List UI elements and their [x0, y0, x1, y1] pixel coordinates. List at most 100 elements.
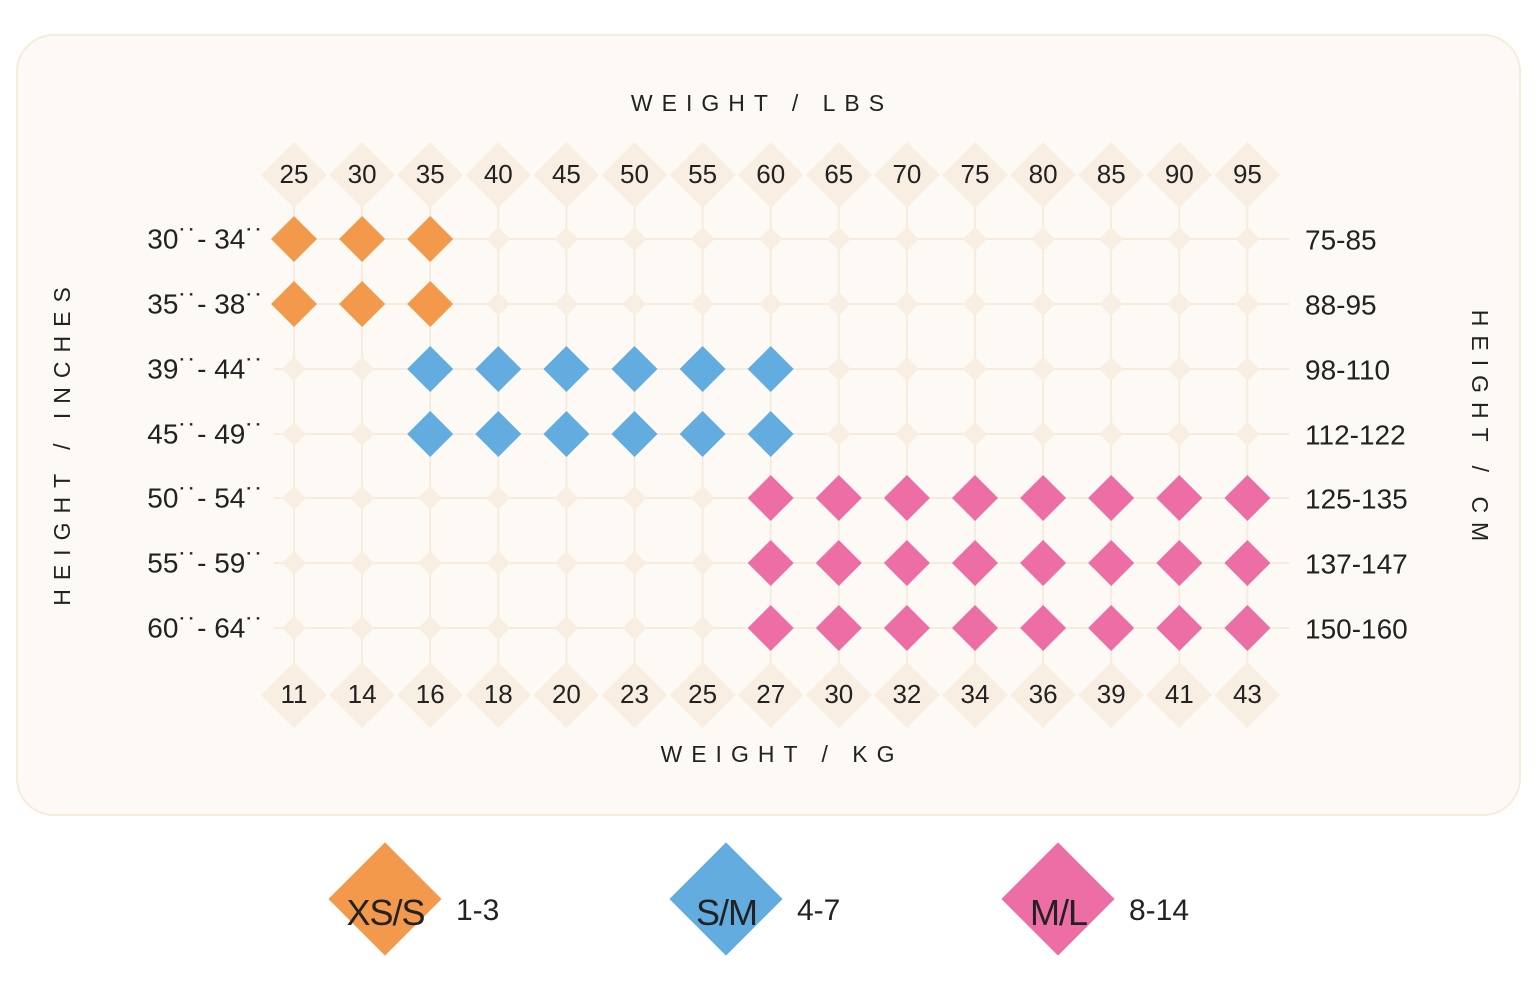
size-cell-m-l: [1020, 475, 1067, 521]
kg-tick-label: 14: [348, 679, 377, 709]
height-cm-label: 88-95: [1305, 289, 1377, 320]
height-cm-label: 137-147: [1305, 548, 1408, 579]
size-cell-s-m: [543, 411, 590, 457]
lbs-tick-label: 40: [484, 159, 513, 189]
size-cell-xs-s: [271, 281, 317, 327]
legend-range-s-m: 4-7: [797, 894, 841, 927]
kg-tick-label: 34: [961, 679, 990, 709]
size-cell-s-m: [679, 346, 726, 392]
empty-cell-marker: [282, 551, 306, 575]
empty-cell-marker: [1031, 292, 1056, 316]
empty-cell-marker: [1031, 422, 1056, 446]
kg-tick-label: 39: [1097, 679, 1126, 709]
empty-cell-marker: [1235, 292, 1260, 316]
lbs-tick-label: 80: [1029, 159, 1058, 189]
kg-tick-marker: [942, 662, 1008, 728]
size-cell-s-m: [611, 411, 658, 457]
empty-cell-marker: [350, 422, 375, 446]
kg-tick-label: 43: [1233, 679, 1262, 709]
size-cell-xs-s: [271, 216, 317, 262]
kg-tick-marker: [533, 662, 600, 728]
size-cell-m-l: [883, 540, 930, 586]
empty-cell-marker: [418, 486, 443, 510]
empty-cell-marker: [894, 227, 919, 251]
empty-cell-marker: [1167, 292, 1192, 316]
empty-cell-marker: [1099, 292, 1124, 316]
kg-tick-label: 20: [552, 679, 581, 709]
empty-cell-marker: [486, 616, 511, 640]
size-cell-m-l: [883, 475, 930, 521]
empty-cell-marker: [350, 357, 375, 381]
empty-cell-marker: [282, 422, 306, 446]
height-inches-label: 35˙˙- 38˙˙: [147, 288, 264, 319]
lbs-tick-label: 45: [552, 159, 581, 189]
lbs-tick-marker: [465, 142, 532, 208]
kg-tick-marker: [805, 662, 872, 728]
height-inches-label: 30˙˙- 34˙˙: [147, 223, 264, 254]
height-inches-label: 39˙˙- 44˙˙: [147, 353, 264, 384]
size-cell-m-l: [747, 475, 794, 521]
lbs-tick-marker: [1010, 142, 1077, 208]
lbs-tick-marker: [873, 142, 940, 208]
empty-cell-marker: [826, 292, 851, 316]
size-cell-m-l: [1020, 605, 1067, 651]
size-cell-s-m: [475, 346, 522, 392]
size-cell-m-l: [1224, 475, 1271, 521]
empty-cell-marker: [1099, 227, 1124, 251]
kg-tick-marker: [1146, 662, 1213, 728]
empty-cell-marker: [758, 227, 783, 251]
height-inches-label: 55˙˙- 59˙˙: [147, 547, 264, 578]
size-cell-m-l: [952, 540, 998, 586]
size-cell-m-l: [1156, 605, 1203, 651]
size-cell-m-l: [1088, 605, 1135, 651]
size-cell-m-l: [815, 475, 862, 521]
lbs-tick-label: 65: [824, 159, 853, 189]
legend-range-m-l: 8-14: [1129, 894, 1190, 927]
size-cell-s-m: [407, 346, 454, 392]
empty-cell-marker: [1099, 357, 1124, 381]
legend-code-s-m: S/M: [695, 892, 758, 933]
empty-cell-marker: [1099, 422, 1124, 446]
empty-cell-marker: [690, 486, 715, 510]
empty-cell-marker: [622, 551, 647, 575]
empty-cell-marker: [282, 357, 306, 381]
lbs-tick-marker: [805, 142, 872, 208]
size-cell-xs-s: [407, 216, 454, 262]
empty-cell-marker: [350, 616, 375, 640]
lbs-tick-label: 75: [961, 159, 990, 189]
height-inches-label: 45˙˙- 49˙˙: [147, 418, 264, 449]
size-cell-m-l: [1088, 475, 1135, 521]
size-cell-s-m: [747, 346, 794, 392]
size-cell-m-l: [1020, 540, 1067, 586]
size-cell-m-l: [815, 605, 862, 651]
kg-tick-label: 30: [824, 679, 853, 709]
height-inches-label: 60˙˙- 64˙˙: [147, 612, 264, 643]
empty-cell-marker: [826, 227, 851, 251]
size-cell-xs-s: [339, 216, 386, 262]
top-axis-title: WEIGHT / LBS: [631, 90, 893, 116]
size-cell-xs-s: [339, 281, 386, 327]
empty-cell-marker: [1031, 227, 1056, 251]
empty-cell-marker: [963, 422, 987, 446]
empty-cell-marker: [486, 227, 511, 251]
size-cell-m-l: [952, 475, 998, 521]
lbs-tick-label: 35: [416, 159, 445, 189]
empty-cell-marker: [622, 616, 647, 640]
lbs-tick-marker: [329, 142, 396, 208]
lbs-tick-label: 30: [348, 159, 377, 189]
legend-code-m-l: M/L: [1029, 892, 1088, 933]
empty-cell-marker: [554, 227, 579, 251]
size-cell-m-l: [747, 540, 794, 586]
size-cell-m-l: [1224, 605, 1271, 651]
empty-cell-marker: [758, 292, 783, 316]
kg-tick-marker: [1010, 662, 1077, 728]
size-chart: 25 30 35 40 45 50 55 60 65 70 75 80 85 90 95 11 14 16 18 20…: [49, 90, 1493, 767]
kg-tick-marker: [873, 662, 940, 728]
left-axis-title: HEIGHT / INCHES: [49, 278, 75, 606]
empty-cell-marker: [963, 357, 987, 381]
empty-cell-marker: [1167, 227, 1192, 251]
lbs-tick-marker: [533, 142, 600, 208]
lbs-tick-marker: [1078, 142, 1145, 208]
lbs-tick-label: 95: [1233, 159, 1262, 189]
kg-tick-marker: [1214, 662, 1281, 728]
